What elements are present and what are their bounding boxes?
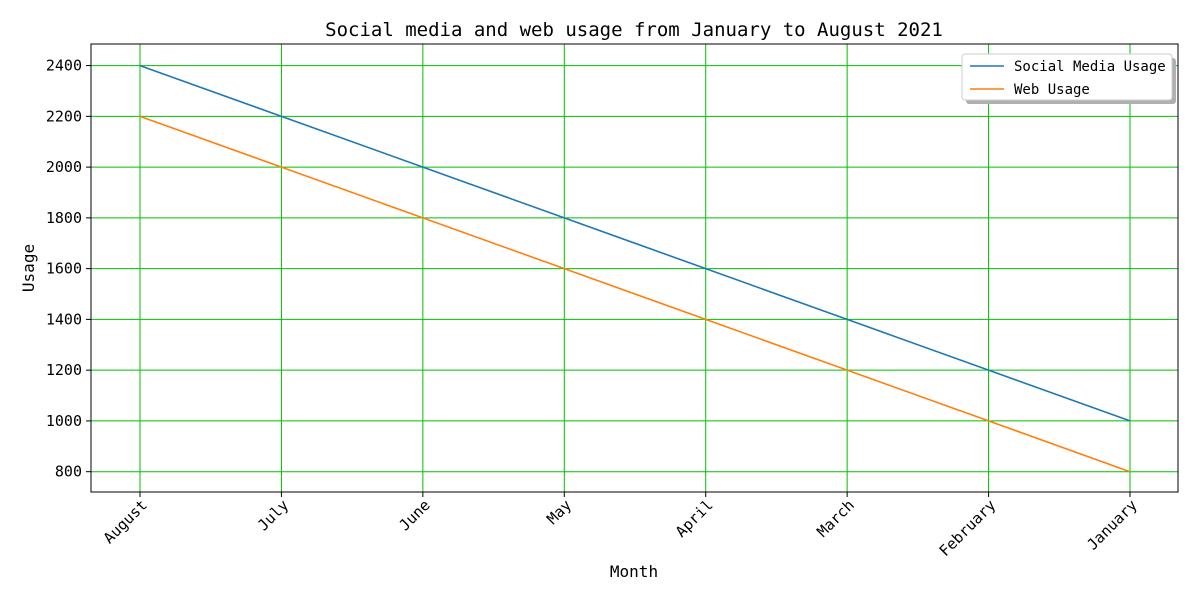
x-axis-label: Month bbox=[610, 562, 658, 581]
x-tick-label: May bbox=[543, 496, 575, 528]
series-line-0 bbox=[139, 64, 1131, 422]
y-tick-label: 2200 bbox=[46, 107, 82, 125]
y-tick-label: 1200 bbox=[46, 361, 82, 379]
legend-label-0: Social Media Usage bbox=[1014, 59, 1166, 75]
series-lines bbox=[139, 64, 1131, 473]
plot-frame bbox=[90, 43, 1179, 493]
y-tick-label: 2000 bbox=[46, 158, 82, 176]
x-tick-label: July bbox=[254, 496, 292, 534]
legend-items: Social Media Usage Web Usage bbox=[970, 59, 1166, 98]
legend: Social Media Usage Web Usage bbox=[961, 53, 1176, 104]
chart-title: Social media and web usage from January … bbox=[325, 19, 943, 41]
legend-label-1: Web Usage bbox=[1014, 82, 1090, 98]
y-tick-label: 1000 bbox=[46, 412, 82, 430]
x-tick-label: June bbox=[395, 496, 433, 534]
x-axis-ticks: August July June May April March February Janua… bbox=[100, 492, 1141, 560]
series-line-1 bbox=[139, 115, 1131, 473]
y-tick-label: 2400 bbox=[46, 57, 82, 75]
y-tick-label: 1600 bbox=[46, 260, 82, 278]
x-tick-label: February bbox=[936, 496, 1000, 560]
y-axis-label: Usage bbox=[19, 244, 38, 292]
y-tick-label: 1400 bbox=[46, 310, 82, 328]
x-tick-label: March bbox=[813, 496, 858, 541]
x-tick-label: April bbox=[672, 496, 717, 541]
y-tick-label: 800 bbox=[55, 463, 82, 481]
grid bbox=[91, 44, 1178, 492]
y-tick-label: 1800 bbox=[46, 209, 82, 227]
y-axis-ticks: 800 1000 1200 1400 1600 1800 2000 2200 2400 bbox=[46, 57, 91, 481]
legend-box bbox=[961, 53, 1173, 101]
x-tick-label: August bbox=[100, 496, 151, 547]
x-tick-label: January bbox=[1083, 496, 1140, 553]
